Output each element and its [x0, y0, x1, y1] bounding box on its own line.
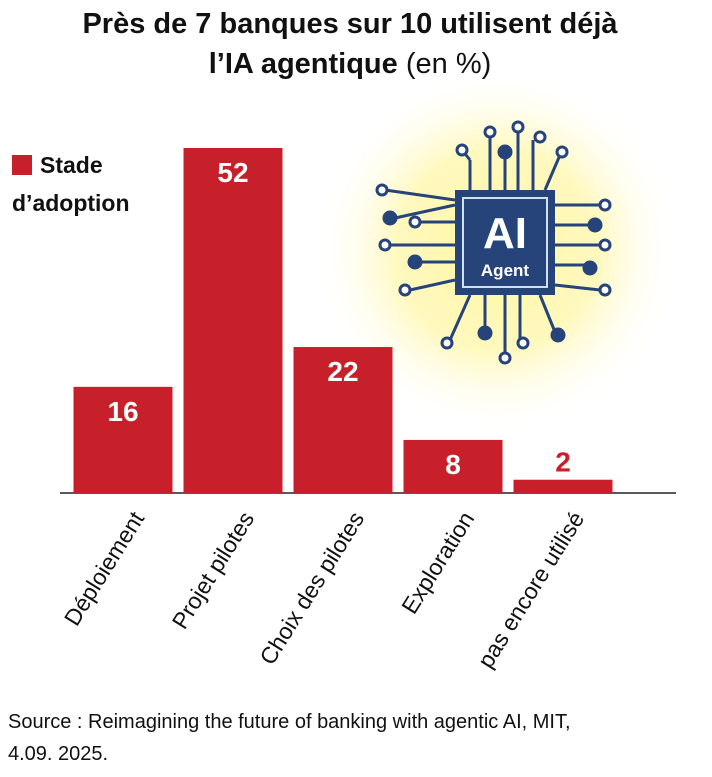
- x-tick-label: pas encore utilisé: [472, 507, 589, 673]
- legend: Stade d’adoption: [12, 146, 172, 222]
- chart-title: Près de 7 banques sur 10 utilisent déjà …: [70, 4, 630, 84]
- value-label: 2: [555, 447, 571, 478]
- bar: [513, 479, 613, 493]
- legend-label: Stade d’adoption: [12, 152, 130, 216]
- title-text: Près de 7 banques sur 10 utilisent déjà …: [82, 8, 618, 80]
- chip-circuits: [375, 120, 612, 365]
- chip: [455, 190, 555, 295]
- icon-label: AI: [483, 209, 527, 258]
- value-label: 16: [107, 396, 138, 427]
- unit: (en %): [405, 48, 492, 80]
- icon-sublabel: Agent: [481, 261, 530, 280]
- legend-swatch: [12, 155, 32, 175]
- value-label: 8: [445, 449, 461, 480]
- value-label: 22: [327, 356, 358, 387]
- bar: [403, 439, 503, 493]
- source: Source : Reimagining the future of banki…: [8, 711, 571, 765]
- x-tick-label: Choix des pilotes: [254, 507, 369, 669]
- bar: [73, 386, 173, 493]
- chip-border: [462, 197, 548, 288]
- bar: [293, 347, 393, 493]
- x-tick-label: Déploiement: [59, 506, 150, 630]
- x-tick-label: Projet pilotes: [167, 507, 260, 634]
- bar: [183, 148, 283, 493]
- x-tick-label: Exploration: [396, 507, 479, 618]
- value-label: 52: [217, 157, 248, 188]
